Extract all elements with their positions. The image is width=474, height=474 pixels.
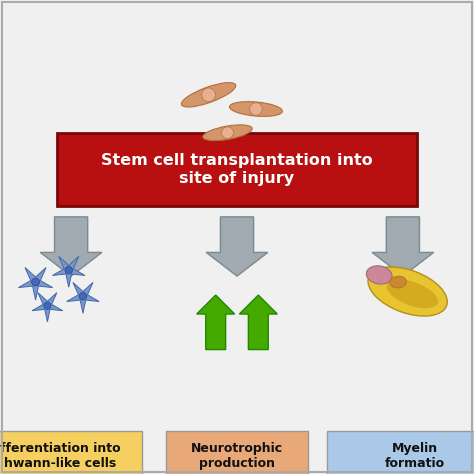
Circle shape [65, 266, 73, 274]
Circle shape [221, 127, 234, 139]
Polygon shape [372, 217, 434, 276]
Text: Neurotrophic
production: Neurotrophic production [191, 442, 283, 470]
Polygon shape [53, 256, 85, 287]
Polygon shape [40, 217, 102, 276]
Ellipse shape [390, 276, 406, 288]
Circle shape [79, 292, 87, 300]
Text: Myelin
formatio: Myelin formatio [385, 442, 445, 470]
Text: Stem cell transplantation into
site of injury: Stem cell transplantation into site of i… [101, 153, 373, 186]
Circle shape [32, 278, 39, 286]
Polygon shape [197, 295, 235, 350]
Ellipse shape [182, 82, 236, 107]
Polygon shape [32, 292, 63, 322]
FancyBboxPatch shape [0, 431, 142, 474]
Text: fferentiation into
hwann-like cells: fferentiation into hwann-like cells [0, 442, 121, 470]
FancyBboxPatch shape [57, 133, 417, 206]
Circle shape [44, 302, 51, 309]
Polygon shape [206, 217, 268, 276]
FancyBboxPatch shape [166, 431, 308, 474]
Polygon shape [18, 267, 53, 300]
Polygon shape [239, 295, 277, 350]
Ellipse shape [368, 267, 447, 316]
Polygon shape [67, 283, 99, 313]
Ellipse shape [387, 280, 438, 308]
Ellipse shape [229, 101, 283, 117]
Ellipse shape [203, 125, 252, 141]
FancyBboxPatch shape [327, 431, 474, 474]
Circle shape [202, 88, 215, 101]
Ellipse shape [366, 266, 392, 284]
Circle shape [250, 103, 262, 115]
